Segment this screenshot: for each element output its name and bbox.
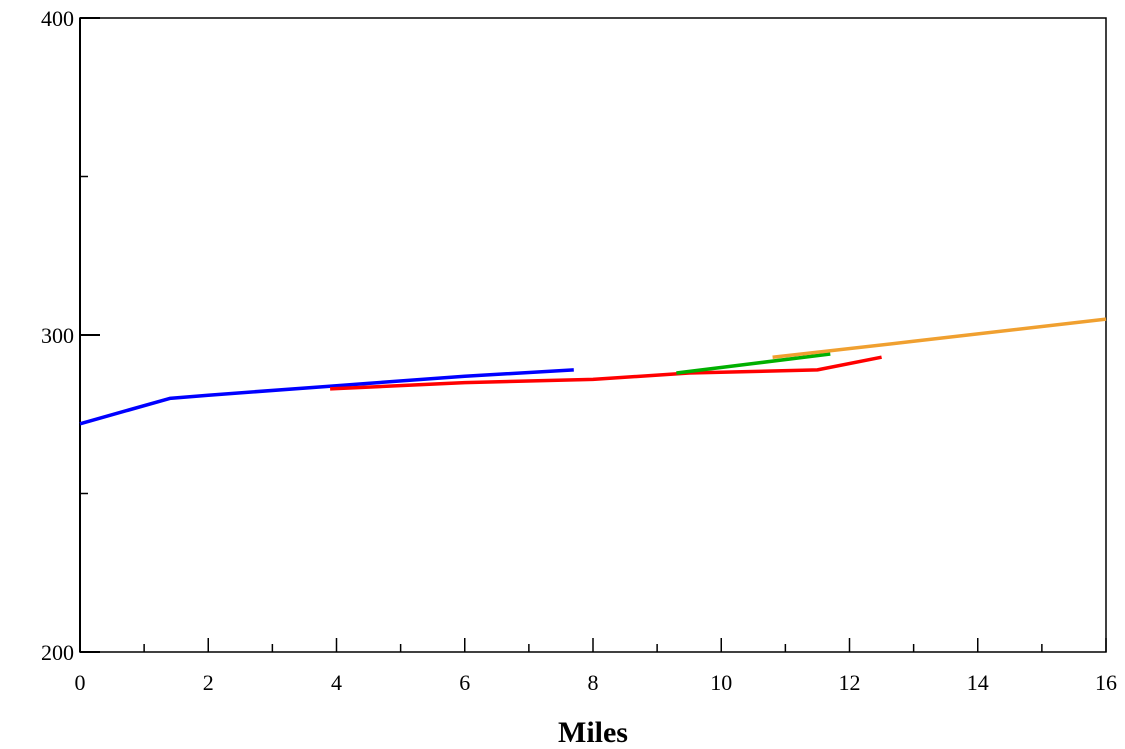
series-line-1 — [330, 355, 882, 391]
x-tick-label: 2 — [203, 670, 214, 695]
plot-frame — [79, 17, 1107, 653]
x-tick-label: 14 — [967, 670, 989, 695]
y-tick-label: 300 — [41, 323, 74, 348]
x-tick-label: 16 — [1095, 670, 1117, 695]
series-layer — [79, 317, 1107, 426]
x-minor-ticks — [143, 644, 1043, 652]
y-tick-label: 400 — [41, 6, 74, 31]
x-tick-label: 6 — [459, 670, 470, 695]
series-line-0 — [79, 368, 574, 426]
x-tick-label: 8 — [588, 670, 599, 695]
series-line-2 — [676, 352, 831, 375]
x-tick-label: 10 — [710, 670, 732, 695]
series-line-3 — [772, 317, 1107, 359]
x-axis-title: Miles — [558, 716, 628, 749]
x-major-ticks: 0 2 4 6 8 10 12 14 16 — [75, 638, 1117, 695]
x-tick-label: 0 — [75, 670, 86, 695]
x-tick-label: 12 — [839, 670, 861, 695]
y-tick-label: 200 — [41, 640, 74, 665]
x-tick-label: 4 — [331, 670, 342, 695]
y-ticks: 200 300 400 — [41, 6, 100, 665]
